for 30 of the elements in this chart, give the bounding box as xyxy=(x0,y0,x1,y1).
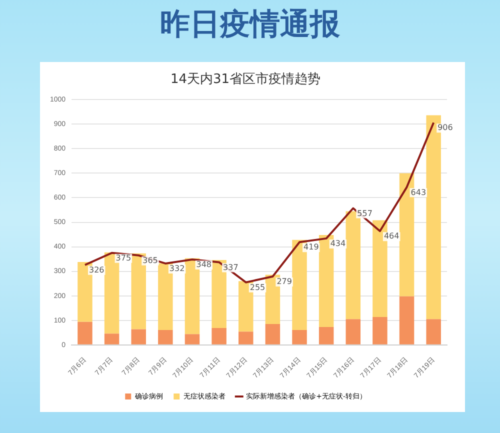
data-label: 348 xyxy=(196,260,212,270)
data-label: 419 xyxy=(304,242,319,252)
bar xyxy=(292,330,307,344)
bar xyxy=(238,332,254,344)
bar xyxy=(212,328,226,344)
bar xyxy=(78,322,92,344)
bar xyxy=(372,316,388,344)
chart-title: 昨日疫情通报 xyxy=(159,6,341,44)
data-label: 464 xyxy=(384,232,400,241)
bar xyxy=(158,330,173,344)
bar xyxy=(426,319,441,344)
data-label: 906 xyxy=(438,123,453,132)
bar xyxy=(399,296,414,344)
data-label: 332 xyxy=(169,264,185,274)
bar xyxy=(346,319,361,344)
data-label: 643 xyxy=(410,188,426,197)
data-label: 434 xyxy=(330,239,346,248)
bar xyxy=(184,334,200,344)
data-label: 279 xyxy=(276,277,292,286)
bar xyxy=(318,326,334,344)
data-label: 365 xyxy=(142,256,158,265)
bar xyxy=(265,324,280,344)
data-label: 255 xyxy=(250,282,266,292)
data-label: 557 xyxy=(357,208,372,218)
data-label: 326 xyxy=(88,266,104,275)
bar xyxy=(104,334,120,344)
data-label: 375 xyxy=(116,253,132,262)
data-label: 337 xyxy=(223,262,238,272)
bar xyxy=(131,329,146,344)
chart-subtitle: 14天内31省区市疫情趋势 xyxy=(170,72,321,88)
